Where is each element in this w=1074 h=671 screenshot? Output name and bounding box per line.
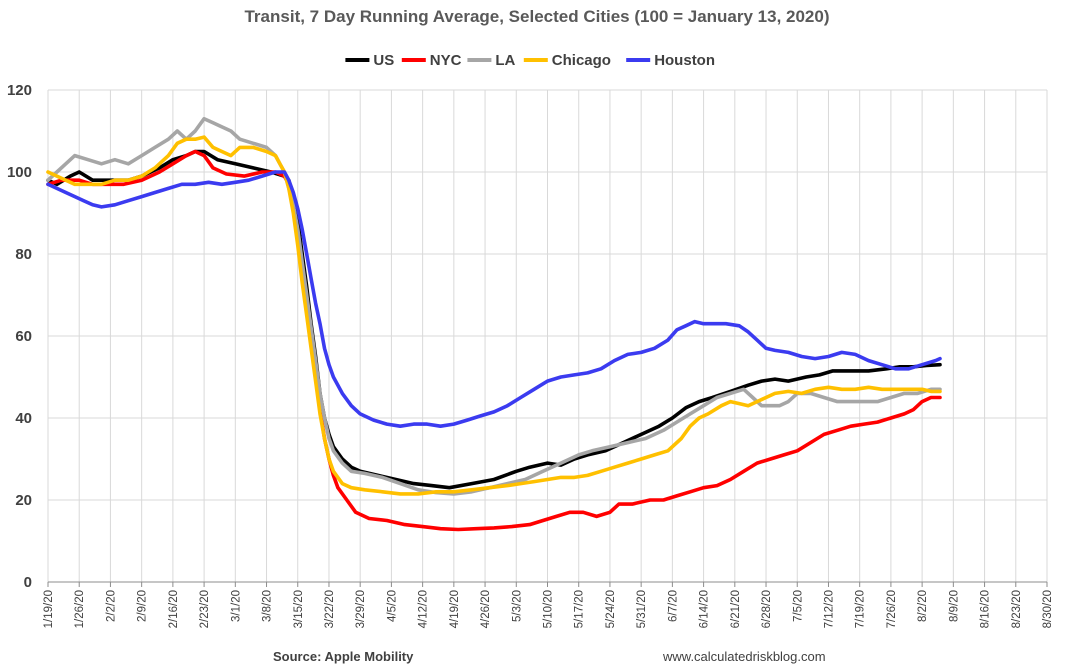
x-tick-label: 2/2/20	[105, 590, 117, 622]
x-tick-label: 5/31/20	[636, 590, 648, 628]
y-tick-label: 80	[15, 246, 32, 263]
x-tick-label: 3/8/20	[262, 590, 274, 622]
x-tick-label: 7/12/20	[823, 590, 835, 628]
x-tick-label: 5/10/20	[543, 590, 555, 628]
x-tick-label: 2/16/20	[168, 590, 180, 628]
series-line-nyc	[46, 149, 942, 532]
x-tick-label: 5/17/20	[574, 590, 586, 628]
x-tick-label: 7/5/20	[792, 590, 804, 622]
x-tick-label: 7/26/20	[886, 590, 898, 628]
x-tick-label: 1/19/20	[43, 590, 55, 628]
source-note: Source: Apple Mobility	[273, 649, 414, 664]
y-tick-label: 60	[15, 328, 32, 345]
x-tick-label: 6/7/20	[667, 590, 679, 622]
y-tick-label: 20	[15, 492, 32, 509]
x-tick-label: 5/3/20	[511, 590, 523, 622]
y-tick-label: 0	[24, 574, 32, 591]
series-line-la	[46, 116, 942, 496]
legend-label-houston: Houston	[654, 52, 715, 69]
x-tick-label: 6/21/20	[730, 590, 742, 628]
series-line-chicago	[46, 135, 942, 496]
x-tick-label: 3/22/20	[324, 590, 336, 628]
x-tick-label: 2/23/20	[199, 590, 211, 628]
legend-label-la: LA	[495, 52, 515, 69]
series-line-us	[46, 149, 942, 490]
series-line-houston	[46, 170, 942, 428]
x-tick-label: 8/9/20	[948, 590, 960, 622]
x-tick-label: 8/2/20	[917, 590, 929, 622]
y-axis-ticks: 0 20 40 60 80 100 120	[7, 82, 32, 591]
x-axis-ticks: 1/19/20 1/26/20 2/2/20 2/9/20 2/16/20 2/23/20…	[43, 582, 1054, 628]
x-tick-label: 6/14/20	[699, 590, 711, 628]
x-tick-label: 4/5/20	[386, 590, 398, 622]
legend-label-us: US	[373, 52, 394, 69]
gridlines	[47, 89, 1048, 582]
chart-title: Transit, 7 Day Running Average, Selected…	[244, 7, 829, 26]
x-tick-label: 8/16/20	[980, 590, 992, 628]
x-tick-label: 2/9/20	[137, 590, 149, 622]
legend: US NYC LA Chicago Houston	[345, 52, 715, 69]
x-tick-label: 3/15/20	[293, 590, 305, 628]
x-tick-label: 3/29/20	[355, 590, 367, 628]
site-credit: www.calculatedriskblog.com	[662, 649, 826, 664]
x-tick-label: 8/30/20	[1042, 590, 1054, 628]
x-tick-label: 4/19/20	[449, 590, 461, 628]
x-tick-label: 6/28/20	[761, 590, 773, 628]
series-lines	[46, 116, 942, 532]
x-tick-label: 1/26/20	[74, 590, 86, 628]
x-tick-label: 3/1/20	[230, 590, 242, 622]
y-tick-label: 40	[15, 410, 32, 427]
x-tick-label: 7/19/20	[855, 590, 867, 628]
x-tick-label: 4/12/20	[418, 590, 430, 628]
y-tick-label: 120	[7, 82, 32, 99]
legend-label-nyc: NYC	[430, 52, 462, 69]
legend-label-chicago: Chicago	[552, 52, 611, 69]
y-tick-label: 100	[7, 164, 32, 181]
x-tick-label: 5/24/20	[605, 590, 617, 628]
x-tick-label: 8/23/20	[1011, 590, 1023, 628]
x-tick-label: 4/26/20	[480, 590, 492, 628]
